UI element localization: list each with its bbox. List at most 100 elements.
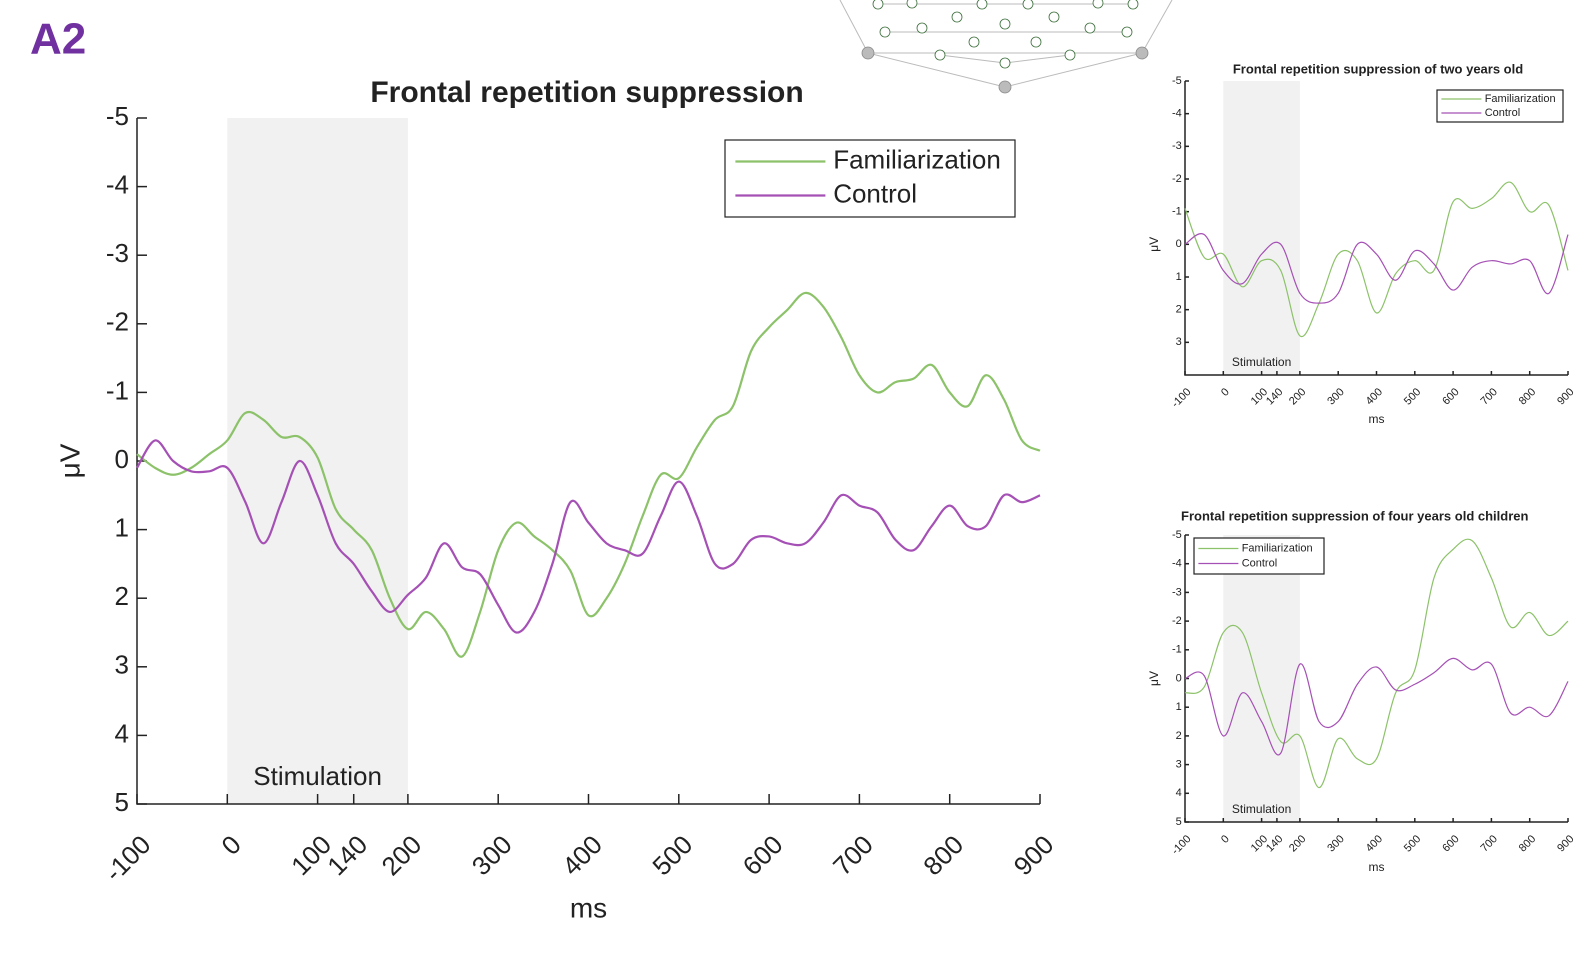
y-tick-label: 2: [1176, 730, 1182, 742]
stimulation-shade: [1223, 535, 1300, 822]
chart-title: Frontal repetition suppression of four y…: [1181, 508, 1528, 523]
y-axis-label: μV: [54, 443, 85, 478]
stimulation-shade: [1223, 81, 1300, 375]
y-tick-label: 2: [115, 581, 129, 611]
y-tick-label: 1: [1176, 271, 1182, 283]
y-tick-label: 4: [1176, 787, 1182, 799]
x-tick-label: 140: [321, 829, 373, 881]
series-line: [136, 291, 1041, 658]
x-tick-label: 140: [1264, 386, 1285, 407]
electrode-map: [839, 0, 1173, 94]
x-tick-label: 0: [1219, 386, 1232, 399]
y-tick-label: -4: [1172, 558, 1182, 570]
panel-label: A2: [30, 15, 86, 64]
stimulation-shade: [227, 118, 408, 804]
y-tick-label: 3: [1176, 336, 1182, 348]
x-tick-label: 200: [1287, 833, 1308, 854]
x-tick-label: 900: [1555, 386, 1576, 407]
legend: Familiarization Control: [1193, 537, 1325, 575]
y-axis-label: μV: [1147, 237, 1161, 252]
x-axis-label: ms: [570, 892, 607, 923]
legend: Familiarization Control: [1436, 89, 1564, 123]
y-axis-label: μV: [1147, 671, 1161, 686]
x-tick-label: 200: [376, 829, 428, 881]
y-tick-label: -1: [106, 375, 129, 405]
y-tick-label: -3: [1172, 586, 1182, 598]
legend-label: Familiarization: [1242, 542, 1313, 554]
x-axis-label: ms: [1369, 412, 1385, 426]
legend-label: Familiarization: [833, 144, 1001, 174]
legend: Familiarization Control: [724, 139, 1016, 218]
x-tick-label: 700: [1479, 833, 1500, 854]
x-tick-label: 200: [1287, 386, 1308, 407]
y-tick-label: -1: [1172, 644, 1182, 656]
y-tick-label: -2: [106, 307, 129, 337]
y-tick-label: -4: [1172, 108, 1182, 120]
x-tick-label: -100: [98, 829, 156, 887]
x-tick-label: 900: [1008, 829, 1060, 881]
chart-title: Frontal repetition suppression: [370, 76, 803, 109]
legend-box: [1436, 89, 1564, 123]
y-tick-label: -1: [1172, 206, 1182, 218]
x-tick-label: 600: [1440, 386, 1461, 407]
y-tick-label: 3: [1176, 759, 1182, 771]
y-tick-label: 3: [115, 650, 129, 680]
x-tick-label: 800: [917, 829, 969, 881]
legend-label: Control: [1242, 557, 1277, 569]
x-tick-label: 140: [1264, 833, 1285, 854]
shade-label: Stimulation: [253, 761, 382, 791]
series-line: [1184, 657, 1569, 756]
legend-box: [1193, 537, 1325, 575]
y-tick-label: 0: [115, 444, 129, 474]
x-tick-label: 0: [215, 829, 246, 860]
x-tick-label: 500: [1402, 386, 1423, 407]
x-tick-label: 800: [1517, 386, 1538, 407]
x-tick-label: 600: [1440, 833, 1461, 854]
y-tick-label: -2: [1172, 615, 1182, 627]
shade-label: Stimulation: [1232, 802, 1291, 816]
shade-label: Stimulation: [1232, 355, 1291, 369]
series-line: [136, 439, 1041, 634]
y-tick-label: 0: [1176, 238, 1182, 250]
x-tick-label: 700: [1479, 386, 1500, 407]
chart-title: Frontal repetition suppression of two ye…: [1233, 61, 1523, 76]
x-tick-label: 700: [827, 829, 879, 881]
y-tick-label: -3: [106, 238, 129, 268]
y-tick-label: 5: [115, 787, 129, 817]
y-tick-label: -3: [1172, 140, 1182, 152]
series-line: [1184, 233, 1569, 304]
x-tick-label: 300: [1325, 386, 1346, 407]
y-tick-label: -2: [1172, 173, 1182, 185]
x-tick-label: 500: [1402, 833, 1423, 854]
x-tick-label: 400: [1364, 833, 1385, 854]
x-tick-label: 400: [1364, 386, 1385, 407]
legend-label: Control: [1485, 107, 1520, 119]
x-tick-label: 500: [646, 829, 698, 881]
y-tick-label: 0: [1176, 672, 1182, 684]
legend-label: Familiarization: [1485, 93, 1556, 105]
y-tick-label: -5: [1172, 529, 1182, 541]
y-tick-label: 4: [115, 718, 129, 748]
x-tick-label: 400: [556, 829, 608, 881]
x-tick-label: 600: [737, 829, 789, 881]
series-line: [1184, 181, 1569, 338]
series-line: [1184, 538, 1569, 789]
x-axis-label: ms: [1369, 860, 1385, 874]
x-tick-label: 0: [1219, 833, 1232, 846]
legend-box: [724, 139, 1016, 218]
y-tick-label: 5: [1176, 816, 1182, 828]
x-tick-label: -100: [1170, 833, 1194, 857]
y-tick-label: -5: [106, 101, 129, 131]
x-tick-label: 800: [1517, 833, 1538, 854]
x-tick-label: 900: [1555, 833, 1576, 854]
x-tick-label: 300: [1325, 833, 1346, 854]
y-tick-label: 1: [1176, 701, 1182, 713]
y-tick-label: -5: [1172, 75, 1182, 87]
x-tick-label: -100: [1170, 386, 1194, 410]
y-tick-label: -4: [106, 169, 129, 199]
y-tick-label: 1: [115, 512, 129, 542]
